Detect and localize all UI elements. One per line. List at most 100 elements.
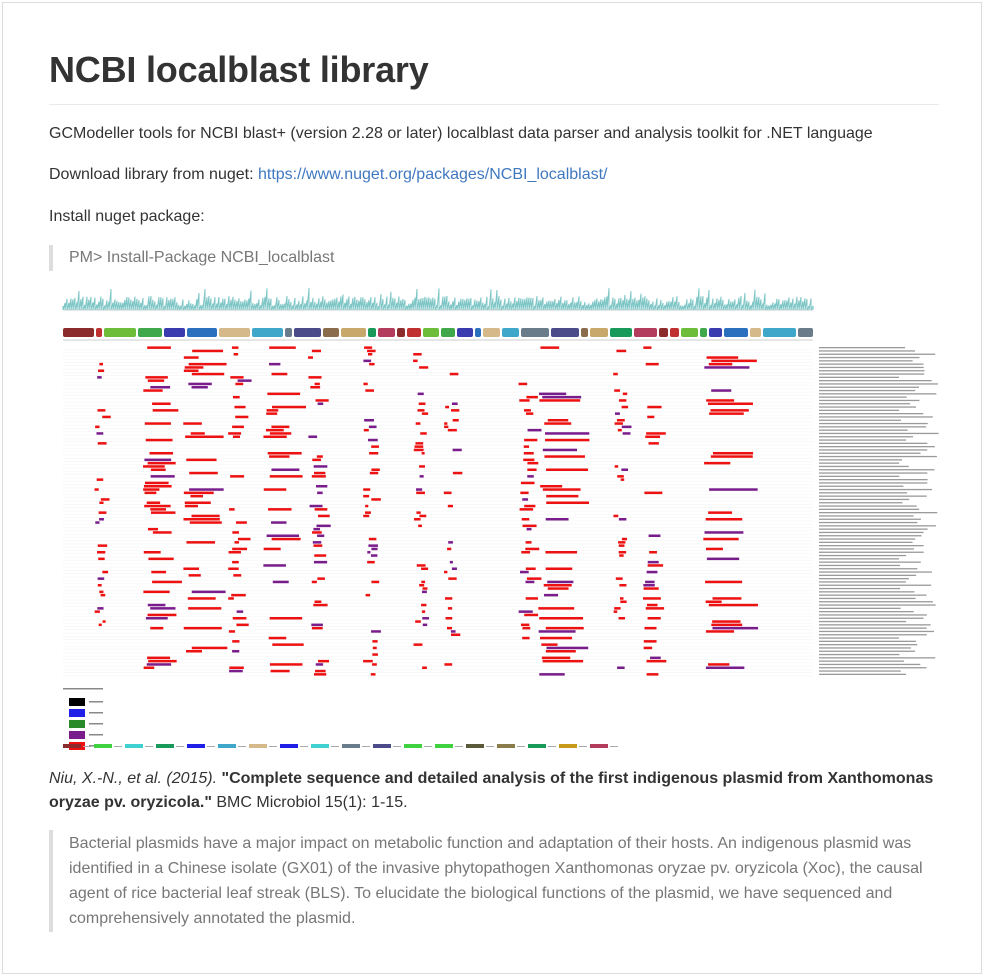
blast-hit xyxy=(649,551,657,554)
blast-hit xyxy=(144,504,171,508)
blast-hit xyxy=(524,504,536,508)
blast-hit xyxy=(526,395,538,399)
blast-hit xyxy=(539,392,567,396)
blast-hit xyxy=(228,630,236,633)
blast-hit xyxy=(704,461,731,465)
blast-hit xyxy=(150,468,166,471)
gene-legend-label xyxy=(145,746,153,747)
genome-label xyxy=(819,640,916,642)
blast-hit xyxy=(317,659,330,663)
blast-hit xyxy=(100,593,106,597)
blast-hit xyxy=(444,425,449,429)
genome-label xyxy=(819,587,901,590)
genome-label xyxy=(819,446,935,448)
blast-hit xyxy=(143,488,160,491)
blast-hit xyxy=(447,607,453,610)
blast-hit xyxy=(364,346,373,349)
blast-hit xyxy=(228,551,241,554)
blast-hit xyxy=(147,346,171,349)
blast-hit xyxy=(147,656,171,660)
blast-hit xyxy=(367,353,373,356)
blast-hit xyxy=(150,386,171,389)
gene-arrow xyxy=(252,328,283,337)
blast-hit xyxy=(145,376,168,379)
blast-hit xyxy=(522,626,531,630)
blast-hit xyxy=(367,349,376,353)
blast-hit xyxy=(647,560,659,564)
blast-hit xyxy=(263,547,281,551)
legend-swatch xyxy=(69,709,85,717)
blast-hit xyxy=(186,458,217,462)
gene-arrow xyxy=(724,328,748,337)
gene-arrow xyxy=(138,328,162,337)
blast-hit xyxy=(266,534,300,537)
citation-title: "Complete sequence and detailed analysis… xyxy=(49,770,934,811)
gene-arrow xyxy=(368,328,376,337)
blast-hit xyxy=(522,524,537,528)
blast-hit xyxy=(413,643,423,646)
blast-hit xyxy=(524,438,538,442)
blast-hit xyxy=(413,359,418,363)
blast-hit xyxy=(97,409,106,412)
blast-hit xyxy=(189,521,222,524)
blast-hit xyxy=(647,415,655,419)
genome-label xyxy=(819,657,936,659)
blast-hit xyxy=(417,392,424,396)
blast-hit xyxy=(371,547,378,551)
blast-hit xyxy=(97,607,104,610)
blast-hit xyxy=(523,409,531,412)
genome-label xyxy=(819,594,927,596)
citation: Niu, X.-N., et al. (2015). "Complete seq… xyxy=(49,767,939,815)
blast-hit xyxy=(618,544,625,547)
blast-hit xyxy=(98,369,105,372)
description: GCModeller tools for NCBI blast+ (versio… xyxy=(49,125,873,142)
blast-hit xyxy=(231,593,246,597)
blast-hit xyxy=(191,386,208,389)
blast-hit xyxy=(186,541,216,544)
blast-hit xyxy=(308,376,322,379)
genome-label xyxy=(819,601,933,603)
blast-hit xyxy=(415,442,424,445)
blast-hit xyxy=(368,438,378,442)
blast-hit xyxy=(371,630,381,633)
install-command-quote: PM> Install-Package NCBI_localblast xyxy=(49,245,334,271)
genome-label xyxy=(819,469,935,471)
blast-hit xyxy=(710,455,753,458)
blast-hit xyxy=(146,663,172,666)
blast-hit xyxy=(452,448,462,452)
legend-swatch xyxy=(69,720,85,728)
blast-hit xyxy=(271,372,288,376)
blast-hit xyxy=(416,491,425,495)
blast-hit xyxy=(544,455,585,458)
blast-hit xyxy=(419,584,425,587)
blast-hit xyxy=(191,372,225,376)
gene-legend-label xyxy=(579,746,587,747)
gene-legend-label xyxy=(300,746,308,747)
blast-hit xyxy=(449,372,459,376)
blast-hit xyxy=(183,491,214,495)
blast-hit xyxy=(445,405,450,409)
genome-label xyxy=(819,581,906,583)
blast-hit xyxy=(711,623,743,627)
blast-hit xyxy=(232,425,244,429)
genome-label xyxy=(819,515,914,517)
nuget-link[interactable]: https://www.nuget.org/packages/NCBI_loca… xyxy=(257,166,608,183)
genome-label xyxy=(819,663,921,666)
genome-label xyxy=(819,459,903,461)
alignment-map-image xyxy=(62,288,939,750)
blast-hit xyxy=(270,669,290,673)
gene-legend-label xyxy=(517,746,525,747)
legend-label xyxy=(89,701,103,703)
blast-hit xyxy=(98,511,107,514)
blast-hit xyxy=(183,518,220,521)
gene-legend-swatch xyxy=(497,744,515,748)
blast-hit xyxy=(150,475,175,478)
blast-hit xyxy=(621,425,632,429)
blast-hit xyxy=(643,597,661,600)
blast-hit xyxy=(643,640,657,643)
blast-hit xyxy=(146,501,161,504)
legend-swatch xyxy=(69,698,85,706)
blast-hit xyxy=(232,617,247,620)
gene-arrow xyxy=(441,328,455,337)
gene-arrow xyxy=(96,328,102,337)
